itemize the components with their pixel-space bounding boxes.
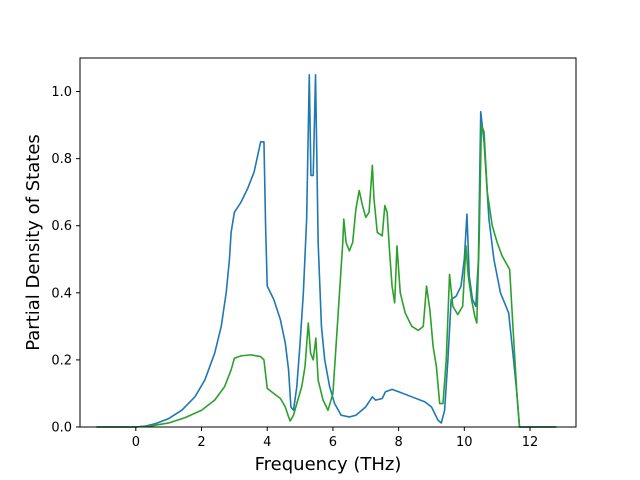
series-line-2 bbox=[96, 124, 557, 428]
y-axis: 0.0 0.2 0.4 0.6 0.8 1.0 bbox=[51, 85, 80, 436]
x-tick-label: 0 bbox=[132, 435, 140, 450]
x-tick-label: 2 bbox=[197, 435, 205, 450]
series-layer bbox=[96, 73, 557, 428]
y-tick-label: 0.0 bbox=[51, 421, 72, 436]
x-tick-label: 12 bbox=[522, 435, 539, 450]
y-tick-label: 0.6 bbox=[51, 219, 72, 234]
x-tick-label: 6 bbox=[329, 435, 337, 450]
series-line-1 bbox=[96, 73, 557, 428]
y-tick-label: 0.8 bbox=[51, 152, 72, 167]
x-axis-label: Frequency (THz) bbox=[255, 454, 402, 475]
y-tick-label: 0.2 bbox=[51, 353, 72, 368]
x-tick-label: 8 bbox=[394, 435, 402, 450]
plot-area bbox=[79, 57, 577, 428]
x-tick-label: 10 bbox=[456, 435, 473, 450]
y-tick-label: 1.0 bbox=[51, 85, 72, 100]
y-tick-label: 0.4 bbox=[51, 286, 72, 301]
y-axis-label: Partial Density of States bbox=[23, 134, 44, 351]
axes-frame bbox=[79, 57, 577, 428]
x-axis: 0 2 4 6 8 10 12 bbox=[132, 427, 539, 450]
x-tick-label: 4 bbox=[263, 435, 271, 450]
